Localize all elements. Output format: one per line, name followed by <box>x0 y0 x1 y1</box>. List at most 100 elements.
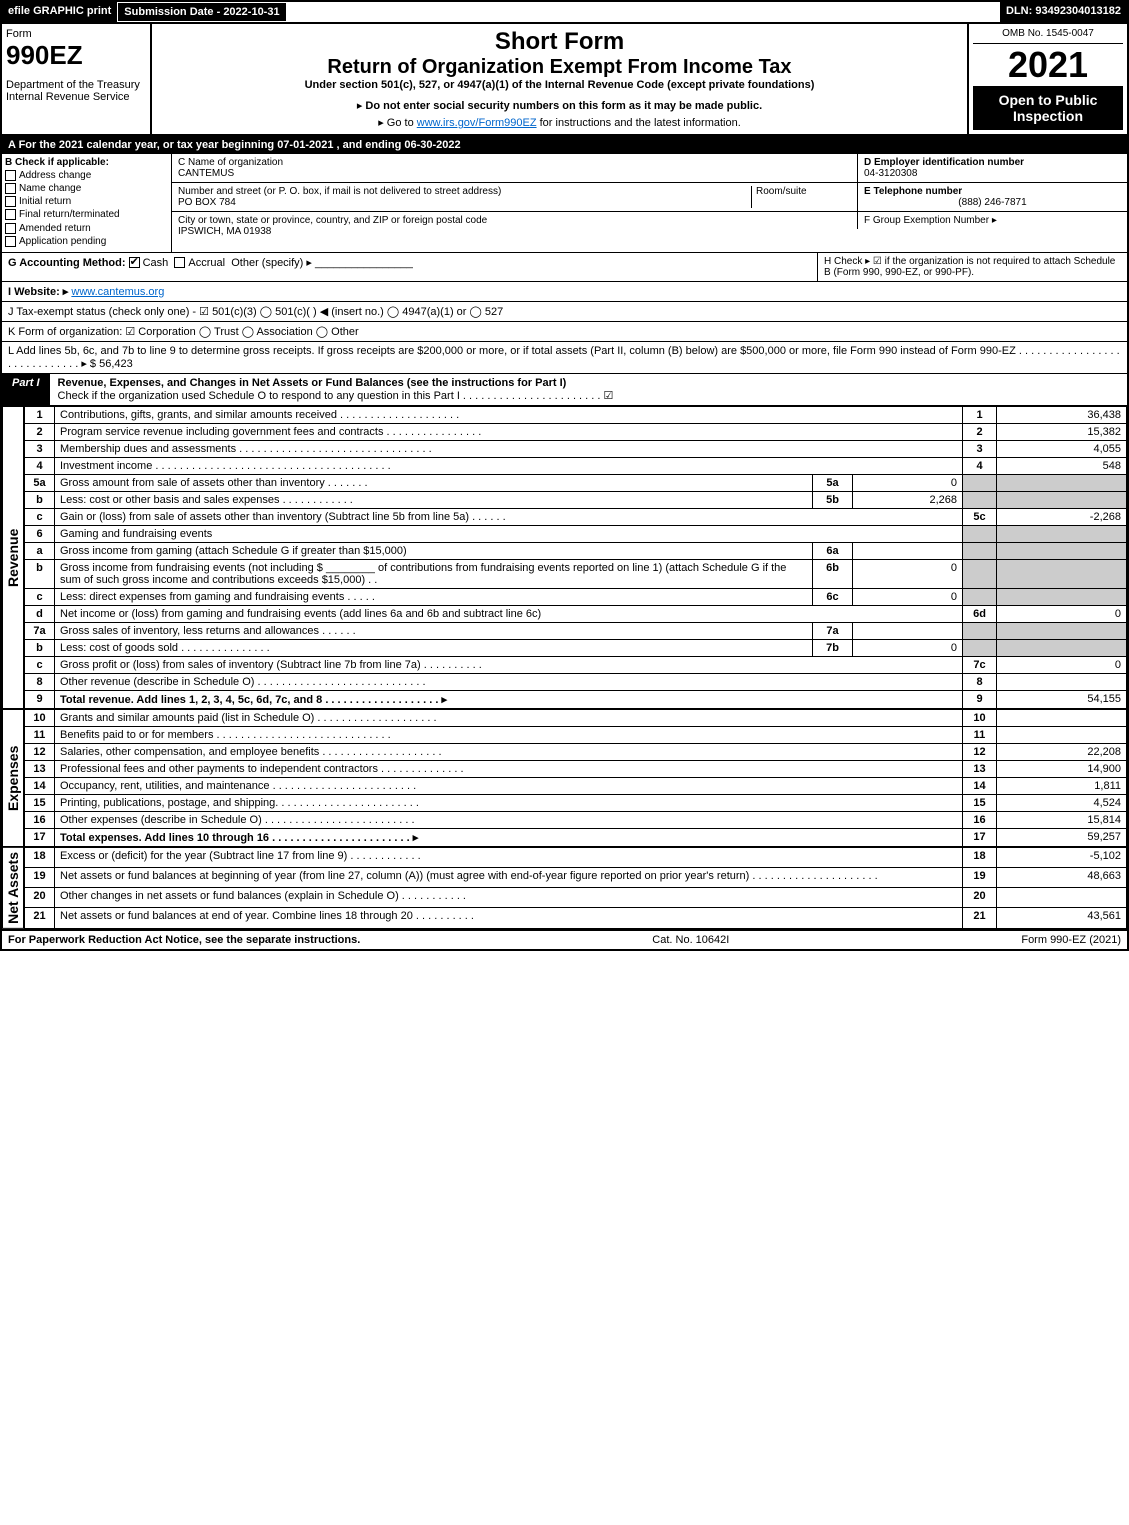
line-7c: cGross profit or (loss) from sales of in… <box>25 656 1127 673</box>
line-3: 3Membership dues and assessments . . . .… <box>25 440 1127 457</box>
open-to-public: Open to Public Inspection <box>973 86 1123 130</box>
header-right: OMB No. 1545-0047 2021 Open to Public In… <box>967 24 1127 134</box>
line-21: 21Net assets or fund balances at end of … <box>25 908 1127 928</box>
side-net-assets-label: Net Assets <box>2 847 24 929</box>
side-expenses-label: Expenses <box>2 709 24 847</box>
expenses-section: Expenses 10Grants and similar amounts pa… <box>2 709 1127 847</box>
b-heading: B Check if applicable: <box>5 157 109 168</box>
e-phone-value: (888) 246-7871 <box>864 197 1121 208</box>
goto-line: ▸ Go to www.irs.gov/Form990EZ for instru… <box>156 116 963 129</box>
tax-year: 2021 <box>973 44 1123 86</box>
net-assets-table: 18Excess or (deficit) for the year (Subt… <box>24 847 1127 929</box>
row-j-tax-exempt: J Tax-exempt status (check only one) - ☑… <box>2 302 1127 322</box>
part-i-tag: Part I <box>2 374 50 406</box>
line-10: 10Grants and similar amounts paid (list … <box>25 709 1127 726</box>
line-5b: bLess: cost or other basis and sales exp… <box>25 491 1127 508</box>
street-value: PO BOX 784 <box>178 197 236 208</box>
chk-final-return[interactable] <box>5 209 16 220</box>
line-17: 17Total expenses. Add lines 10 through 1… <box>25 828 1127 846</box>
line-8: 8Other revenue (describe in Schedule O) … <box>25 673 1127 690</box>
chk-initial-return[interactable] <box>5 196 16 207</box>
line-12: 12Salaries, other compensation, and empl… <box>25 743 1127 760</box>
chk-address-change[interactable] <box>5 170 16 181</box>
line-5c: cGain or (loss) from sale of assets othe… <box>25 508 1127 525</box>
line-4: 4Investment income . . . . . . . . . . .… <box>25 457 1127 474</box>
top-bar: efile GRAPHIC print Submission Date - 20… <box>2 2 1127 24</box>
d-ein-label: D Employer identification number <box>864 157 1024 168</box>
col-b: B Check if applicable: Address change Na… <box>2 154 172 252</box>
chk-cash[interactable] <box>129 257 140 268</box>
omb-number: OMB No. 1545-0047 <box>973 28 1123 44</box>
website-link[interactable]: www.cantemus.org <box>71 286 164 298</box>
row-a-tax-year: A For the 2021 calendar year, or tax yea… <box>2 136 1127 154</box>
line-13: 13Professional fees and other payments t… <box>25 760 1127 777</box>
c-name-label: C Name of organization <box>178 157 283 168</box>
form-header: Form 990EZ Department of the Treasury In… <box>2 24 1127 136</box>
col-def: D Employer identification number 04-3120… <box>857 154 1127 252</box>
form-word: Form <box>6 28 146 40</box>
revenue-table: 1Contributions, gifts, grants, and simil… <box>24 406 1127 709</box>
expenses-table: 10Grants and similar amounts paid (list … <box>24 709 1127 847</box>
row-i-website: I Website: ▸ www.cantemus.org <box>2 282 1127 302</box>
subtitle: Under section 501(c), 527, or 4947(a)(1)… <box>156 79 963 91</box>
chk-accrual[interactable] <box>174 257 185 268</box>
line-11: 11Benefits paid to or for members . . . … <box>25 726 1127 743</box>
d-ein-value: 04-3120308 <box>864 168 917 179</box>
form-990ez-page: efile GRAPHIC print Submission Date - 20… <box>0 0 1129 951</box>
line-6: 6Gaming and fundraising events <box>25 525 1127 542</box>
efile-graphic-print[interactable]: efile GRAPHIC print <box>2 2 117 22</box>
chk-name-change[interactable] <box>5 183 16 194</box>
line-2: 2Program service revenue including gover… <box>25 423 1127 440</box>
submission-date: Submission Date - 2022-10-31 <box>117 2 286 22</box>
chk-application-pending[interactable] <box>5 236 16 247</box>
line-6c: cLess: direct expenses from gaming and f… <box>25 588 1127 605</box>
side-revenue-label: Revenue <box>2 406 24 709</box>
f-group-exemption: F Group Exemption Number ▸ <box>864 215 997 226</box>
chk-amended-return[interactable] <box>5 223 16 234</box>
title-short-form: Short Form <box>156 28 963 56</box>
line-20: 20Other changes in net assets or fund ba… <box>25 888 1127 908</box>
row-g: G Accounting Method: Cash Accrual Other … <box>2 253 817 281</box>
footer-cat-no: Cat. No. 10642I <box>360 934 1021 946</box>
org-name: CANTEMUS <box>178 168 234 179</box>
col-c: C Name of organization CANTEMUS Number a… <box>172 154 857 252</box>
row-l-gross-receipts: L Add lines 5b, 6c, and 7b to line 9 to … <box>2 342 1127 374</box>
department: Department of the Treasury Internal Reve… <box>6 79 146 103</box>
street-label: Number and street (or P. O. box, if mail… <box>178 186 501 197</box>
part-i-title: Revenue, Expenses, and Changes in Net As… <box>50 374 1127 406</box>
room-label: Room/suite <box>756 186 807 197</box>
line-6a: aGross income from gaming (attach Schedu… <box>25 542 1127 559</box>
net-assets-section: Net Assets 18Excess or (deficit) for the… <box>2 847 1127 929</box>
header-center: Short Form Return of Organization Exempt… <box>152 24 967 134</box>
form-number: 990EZ <box>6 40 146 71</box>
line-6b: bGross income from fundraising events (n… <box>25 559 1127 588</box>
footer-paperwork-notice: For Paperwork Reduction Act Notice, see … <box>8 934 360 946</box>
line-1: 1Contributions, gifts, grants, and simil… <box>25 406 1127 423</box>
line-5a: 5aGross amount from sale of assets other… <box>25 474 1127 491</box>
line-15: 15Printing, publications, postage, and s… <box>25 794 1127 811</box>
line-19: 19Net assets or fund balances at beginni… <box>25 868 1127 888</box>
city-label: City or town, state or province, country… <box>178 215 487 226</box>
title-return-exempt: Return of Organization Exempt From Incom… <box>156 56 963 79</box>
part-i-header: Part I Revenue, Expenses, and Changes in… <box>2 374 1127 406</box>
ssn-warning: ▸ Do not enter social security numbers o… <box>156 99 963 112</box>
row-k-form-org: K Form of organization: ☑ Corporation ◯ … <box>2 322 1127 342</box>
revenue-section: Revenue 1Contributions, gifts, grants, a… <box>2 406 1127 709</box>
city-value: IPSWICH, MA 01938 <box>178 226 271 237</box>
row-h: H Check ▸ ☑ if the organization is not r… <box>817 253 1127 281</box>
dln: DLN: 93492304013182 <box>1000 2 1127 22</box>
footer-form-ref: Form 990-EZ (2021) <box>1021 934 1121 946</box>
topbar-spacer <box>287 2 1000 22</box>
line-7b: bLess: cost of goods sold . . . . . . . … <box>25 639 1127 656</box>
section-bcdef: B Check if applicable: Address change Na… <box>2 154 1127 253</box>
line-14: 14Occupancy, rent, utilities, and mainte… <box>25 777 1127 794</box>
line-16: 16Other expenses (describe in Schedule O… <box>25 811 1127 828</box>
line-6d: dNet income or (loss) from gaming and fu… <box>25 605 1127 622</box>
e-phone-label: E Telephone number <box>864 186 962 197</box>
page-footer: For Paperwork Reduction Act Notice, see … <box>2 929 1127 949</box>
line-9: 9Total revenue. Add lines 1, 2, 3, 4, 5c… <box>25 690 1127 708</box>
line-7a: 7aGross sales of inventory, less returns… <box>25 622 1127 639</box>
header-left: Form 990EZ Department of the Treasury In… <box>2 24 152 134</box>
irs-link[interactable]: www.irs.gov/Form990EZ <box>417 117 537 129</box>
line-18: 18Excess or (deficit) for the year (Subt… <box>25 847 1127 867</box>
